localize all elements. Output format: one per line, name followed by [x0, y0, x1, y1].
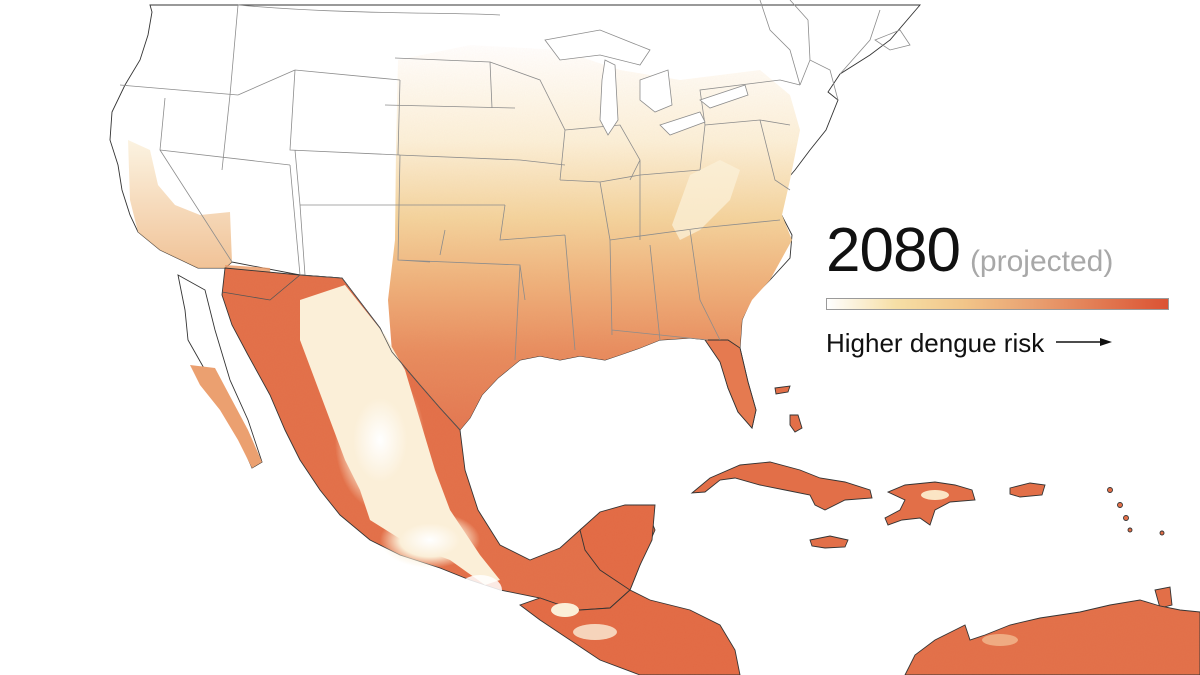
jamaica — [809, 535, 849, 549]
color-scale-bar — [826, 298, 1169, 310]
florida — [704, 339, 757, 429]
bahamas-andros — [789, 414, 803, 433]
lesser-antilles-1 — [1107, 487, 1113, 493]
legend-title: 2080 (projected) — [826, 220, 1171, 282]
california-risk — [128, 140, 232, 268]
lesser-antilles-4 — [1127, 527, 1133, 533]
lesser-antilles-5 — [1159, 530, 1165, 536]
caribbean — [690, 385, 1173, 609]
united-states — [109, 0, 921, 431]
year-label: 2080 — [826, 216, 961, 285]
hispaniola — [884, 481, 976, 526]
mexico — [177, 267, 656, 611]
baja-south-risk — [190, 365, 262, 468]
canada-outline — [237, 0, 911, 86]
lesser-antilles-2 — [1117, 502, 1123, 508]
projected-label: (projected) — [969, 245, 1114, 278]
right-arrow-icon — [1056, 335, 1113, 353]
legend-caption-row: Higher dengue risk — [826, 328, 1171, 359]
great-lakes — [544, 29, 749, 136]
appalachian-low-risk — [672, 160, 740, 240]
bahamas-north — [774, 385, 791, 395]
central-america — [519, 504, 741, 675]
state-borders — [119, 0, 839, 361]
us-mexico-border — [221, 274, 461, 431]
hispaniola-highland — [921, 490, 949, 500]
legend-caption: Higher dengue risk — [826, 328, 1045, 358]
south-america — [904, 599, 1200, 675]
us-risk-grain — [388, 45, 800, 430]
cuba — [690, 461, 873, 511]
lesser-antilles-3 — [1123, 515, 1129, 521]
puerto-rico — [1009, 482, 1046, 498]
trinidad — [1154, 586, 1173, 609]
map-legend: 2080 (projected) Higher dengue risk — [826, 220, 1171, 359]
south-america-grain — [905, 600, 1200, 675]
